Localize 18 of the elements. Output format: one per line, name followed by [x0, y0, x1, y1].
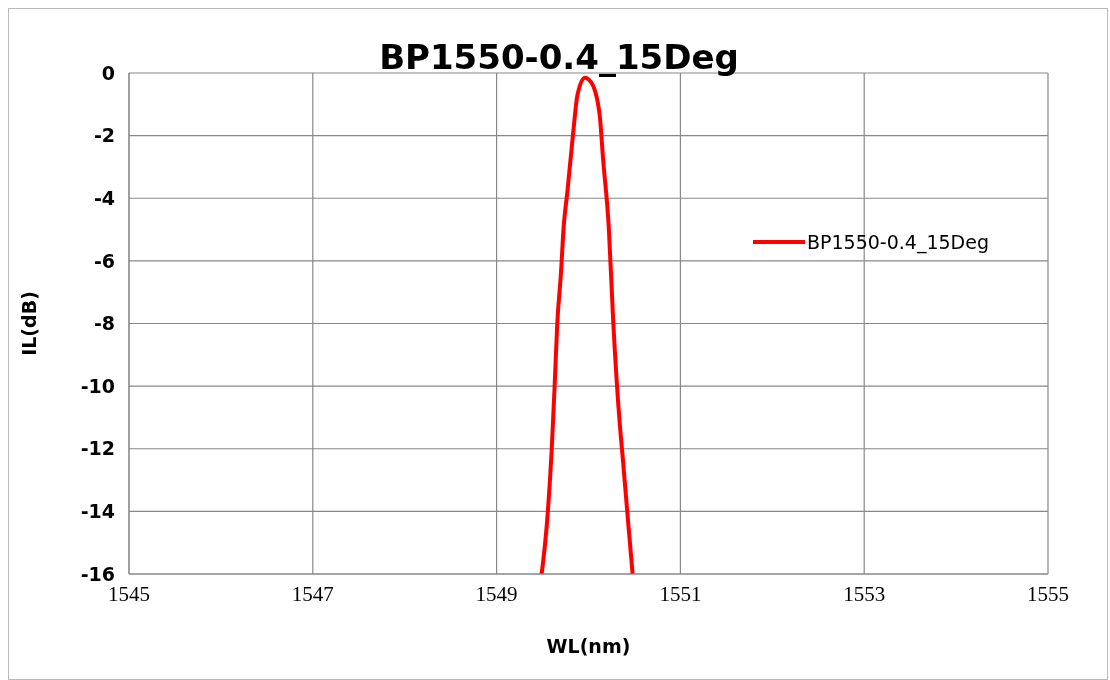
y-axis-title: IL(dB) — [17, 291, 40, 356]
x-tick-label: 1549 — [475, 581, 518, 606]
y-tick-label: 0 — [101, 61, 115, 84]
y-tick-label: -8 — [93, 312, 115, 335]
chart-title: BP1550-0.4_15Deg — [379, 37, 739, 77]
y-tick-label: -10 — [80, 374, 115, 397]
x-tick-label: 1547 — [291, 581, 334, 606]
x-tick-label: 1553 — [843, 581, 886, 606]
line-series — [539, 75, 635, 574]
y-tick-label: -12 — [80, 437, 115, 460]
x-tick-label: 1551 — [659, 581, 702, 606]
x-tick-label: 1555 — [1027, 581, 1069, 606]
x-axis-title: WL(nm) — [546, 635, 631, 657]
legend-label: BP1550-0.4_15Deg — [807, 231, 989, 253]
y-tick-label: -14 — [80, 500, 115, 523]
y-tick-label: -6 — [93, 249, 115, 272]
y-tick-label: -2 — [93, 124, 115, 147]
y-tick-label: -4 — [93, 186, 115, 209]
